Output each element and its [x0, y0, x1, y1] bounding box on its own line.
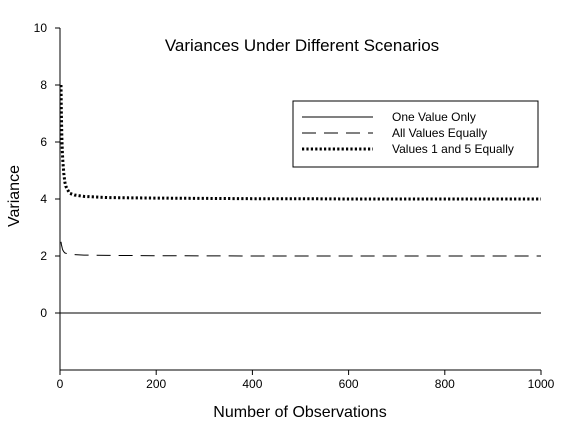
legend-label-3: Values 1 and 5 Equally [392, 142, 514, 156]
y-tick-label: 0 [40, 306, 47, 320]
x-tick-label: 1000 [528, 377, 555, 391]
legend-label-1: One Value Only [392, 110, 476, 124]
x-axis-title: Number of Observations [213, 404, 386, 421]
x-tick-label: 200 [146, 377, 166, 391]
y-axis-title: Variance [6, 165, 23, 227]
series-line-3 [59, 84, 541, 201]
legend: One Value Only All Values Equally Values 1… [292, 100, 539, 168]
legend-items: One Value Only All Values Equally Values 1… [302, 110, 514, 156]
series-layer [59, 84, 541, 314]
x-tick-label: 800 [435, 377, 455, 391]
y-tick-label: 6 [40, 135, 47, 149]
chart-title: Variances Under Different Scenarios [165, 36, 439, 55]
x-tick-label: 600 [339, 377, 359, 391]
x-tick-label: 0 [57, 377, 64, 391]
y-axis-ticks: 0 2 4 6 8 10 [34, 21, 60, 320]
series-line-2 [60, 241, 541, 257]
legend-box [292, 100, 539, 168]
legend-label-2: All Values Equally [392, 126, 487, 140]
y-tick-label: 8 [40, 78, 47, 92]
x-axis-ticks: 0 200 400 600 800 1000 [57, 370, 555, 391]
x-tick-label: 400 [242, 377, 262, 391]
y-tick-label: 10 [34, 21, 48, 35]
y-tick-label: 2 [40, 249, 47, 263]
plot-area: 0 2 4 6 8 10 0 200 400 600 800 1000 [34, 21, 555, 391]
y-tick-label: 4 [40, 192, 47, 206]
